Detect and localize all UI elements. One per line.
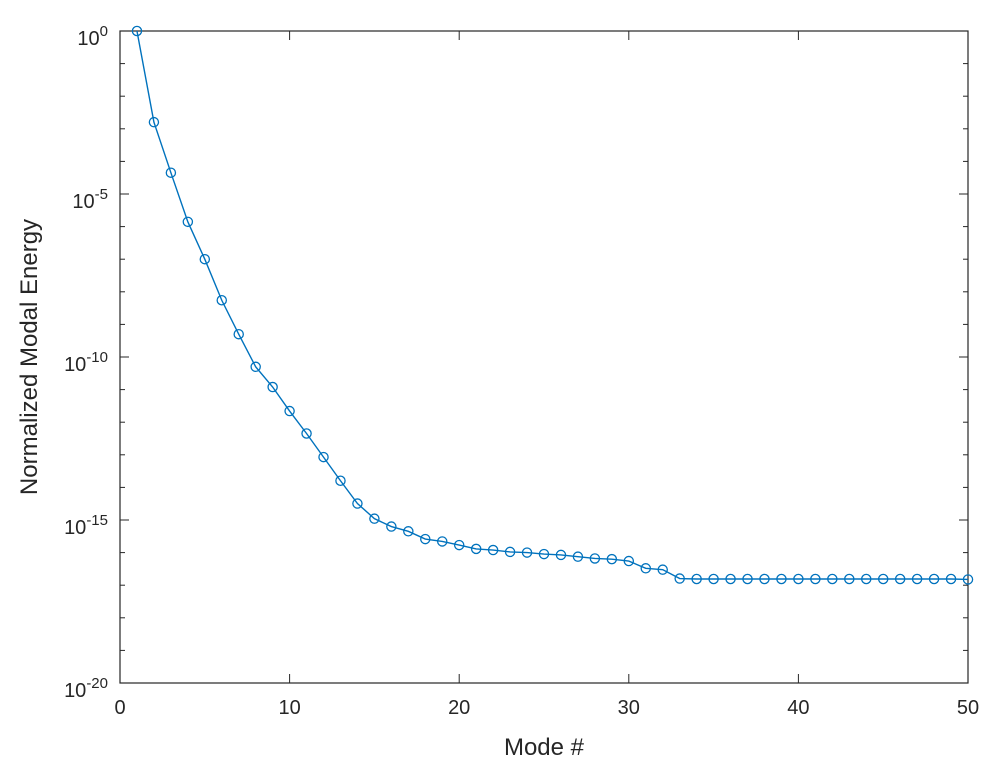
x-tick-label: 10 <box>278 697 300 719</box>
data-point-marker <box>335 475 346 486</box>
y-tick-label: 10-15 <box>64 512 108 539</box>
data-point-marker <box>131 25 143 37</box>
data-point-marker <box>844 573 855 585</box>
data-point-marker <box>199 253 211 265</box>
data-point-marker <box>284 405 295 417</box>
x-axis-title: Mode # <box>504 734 585 761</box>
data-point-marker <box>233 328 244 340</box>
data-point-marker <box>267 381 278 393</box>
data-point-marker <box>572 551 584 562</box>
data-point-marker <box>640 563 652 574</box>
data-point-marker <box>504 546 516 558</box>
x-tick-label: 0 <box>114 697 125 719</box>
data-point-marker <box>708 573 719 585</box>
x-tick-label: 20 <box>448 697 470 719</box>
y-tick-label: 10-20 <box>64 675 108 702</box>
data-point-marker <box>911 573 923 585</box>
data-point-marker <box>589 553 601 564</box>
data-point-marker <box>962 574 974 585</box>
data-point-marker <box>436 536 448 547</box>
data-point-marker <box>945 573 957 585</box>
y-tick-label: 10-5 <box>72 186 108 213</box>
data-point-marker <box>606 553 618 565</box>
data-point-marker <box>810 573 821 585</box>
data-point-marker <box>538 548 550 560</box>
data-point-marker <box>386 521 397 532</box>
data-point-marker <box>182 216 194 228</box>
data-point-marker <box>860 573 872 585</box>
data-point-marker <box>250 361 261 373</box>
x-tick-label: 50 <box>957 697 979 719</box>
data-point-marker <box>470 543 482 555</box>
data-point-marker <box>793 573 804 585</box>
data-point-marker <box>759 573 770 585</box>
data-point-marker <box>657 564 668 575</box>
x-tick-label: 40 <box>787 697 809 719</box>
data-point-marker <box>877 573 889 585</box>
data-point-marker <box>827 573 838 585</box>
data-point-marker <box>352 498 363 509</box>
data-point-marker <box>725 573 736 585</box>
data-point-marker <box>521 547 533 558</box>
data-point-marker <box>301 428 312 439</box>
x-tick-label: 30 <box>618 697 640 719</box>
data-point-marker <box>928 573 940 585</box>
data-point-marker <box>216 295 228 306</box>
data-point-marker <box>555 549 567 561</box>
y-axis-title: Normalized Modal Energy <box>16 219 43 495</box>
data-point-marker <box>453 539 465 551</box>
data-point-marker <box>420 533 431 545</box>
y-tick-label: 10-10 <box>64 349 108 376</box>
data-point-marker <box>403 526 414 537</box>
data-point-marker <box>742 573 753 585</box>
data-point-marker <box>674 573 685 584</box>
data-point-marker <box>318 451 329 463</box>
data-point-marker <box>487 544 499 556</box>
y-tick-label: 100 <box>77 23 108 50</box>
data-point-marker <box>369 513 380 524</box>
data-point-marker <box>894 573 906 585</box>
plot-area: 0 10 20 30 40 50 10-20 10-15 10-10 10-5 100 Mode # N… <box>16 23 979 761</box>
data-point-marker <box>165 167 177 178</box>
data-point-marker <box>691 573 702 585</box>
data-point-marker <box>623 555 635 567</box>
data-point-marker <box>148 116 160 128</box>
data-point-marker <box>776 573 787 585</box>
